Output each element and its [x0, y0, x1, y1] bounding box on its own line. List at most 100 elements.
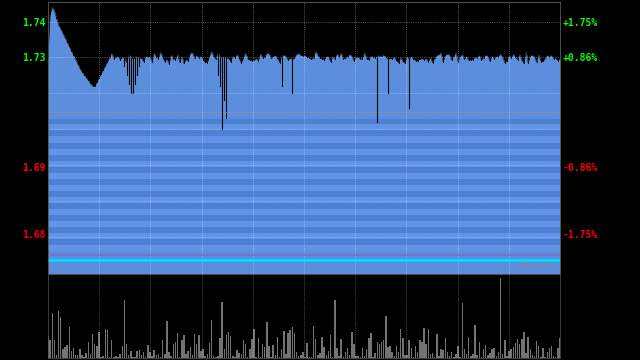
Bar: [48, 154, 560, 161]
Bar: [289, 330, 291, 358]
Bar: [387, 347, 388, 358]
Bar: [126, 345, 127, 358]
Bar: [345, 352, 346, 358]
Bar: [164, 354, 166, 358]
Bar: [266, 322, 268, 358]
Bar: [223, 349, 225, 358]
Bar: [247, 357, 248, 358]
Bar: [181, 339, 182, 358]
Bar: [557, 348, 559, 358]
Bar: [419, 340, 420, 358]
Bar: [538, 346, 540, 358]
Bar: [370, 333, 372, 358]
Bar: [109, 357, 110, 358]
Bar: [48, 136, 560, 143]
Bar: [394, 356, 395, 358]
Bar: [102, 356, 104, 358]
Bar: [48, 125, 560, 130]
Bar: [77, 355, 79, 358]
Bar: [107, 330, 108, 358]
Bar: [141, 355, 142, 358]
Bar: [292, 327, 293, 358]
Bar: [340, 339, 342, 358]
Bar: [302, 352, 304, 358]
Bar: [330, 335, 332, 358]
Bar: [54, 339, 55, 358]
Bar: [48, 185, 560, 191]
Bar: [432, 353, 433, 358]
Bar: [362, 348, 363, 358]
Bar: [398, 352, 399, 358]
Bar: [215, 357, 216, 358]
Bar: [379, 344, 380, 358]
Bar: [264, 347, 266, 358]
Bar: [86, 353, 87, 358]
Bar: [147, 345, 148, 358]
Bar: [96, 346, 98, 358]
Bar: [536, 341, 538, 358]
Bar: [381, 342, 382, 358]
Bar: [470, 356, 472, 358]
Bar: [132, 357, 134, 358]
Bar: [347, 348, 348, 358]
Bar: [406, 355, 408, 358]
Bar: [134, 357, 136, 358]
Bar: [149, 352, 150, 358]
Bar: [529, 350, 531, 358]
Bar: [357, 356, 359, 358]
Bar: [73, 348, 74, 358]
Bar: [48, 118, 560, 125]
Bar: [463, 349, 465, 358]
Bar: [145, 357, 147, 358]
Bar: [492, 348, 493, 358]
Bar: [547, 352, 548, 358]
Bar: [461, 303, 463, 358]
Bar: [404, 355, 406, 358]
Bar: [47, 336, 49, 358]
Bar: [449, 356, 451, 358]
Bar: [413, 357, 414, 358]
Bar: [553, 356, 554, 358]
Bar: [275, 355, 276, 358]
Bar: [332, 357, 333, 358]
Bar: [48, 239, 560, 245]
Bar: [313, 326, 314, 358]
Bar: [81, 355, 83, 358]
Bar: [48, 191, 560, 197]
Bar: [472, 354, 474, 358]
Bar: [104, 329, 106, 358]
Bar: [200, 351, 202, 358]
Bar: [239, 353, 240, 358]
Bar: [383, 340, 385, 358]
Bar: [304, 357, 306, 358]
Bar: [521, 338, 522, 358]
Bar: [56, 355, 57, 358]
Bar: [468, 337, 469, 358]
Bar: [48, 179, 560, 185]
Bar: [428, 329, 429, 358]
Bar: [296, 352, 298, 358]
Bar: [230, 337, 232, 358]
Bar: [516, 339, 518, 358]
Bar: [360, 357, 361, 358]
Bar: [402, 338, 404, 358]
Bar: [429, 354, 431, 358]
Bar: [48, 173, 560, 179]
Bar: [75, 355, 76, 358]
Bar: [476, 355, 478, 358]
Bar: [489, 354, 491, 358]
Bar: [211, 320, 212, 358]
Bar: [364, 356, 365, 358]
Bar: [349, 355, 351, 358]
Bar: [48, 167, 560, 173]
Bar: [415, 346, 416, 358]
Bar: [213, 356, 214, 358]
Bar: [83, 357, 85, 358]
Bar: [273, 345, 274, 358]
Bar: [48, 245, 560, 251]
Bar: [310, 357, 312, 358]
Bar: [421, 342, 422, 358]
Bar: [319, 353, 321, 358]
Bar: [453, 357, 454, 358]
Bar: [438, 356, 440, 358]
